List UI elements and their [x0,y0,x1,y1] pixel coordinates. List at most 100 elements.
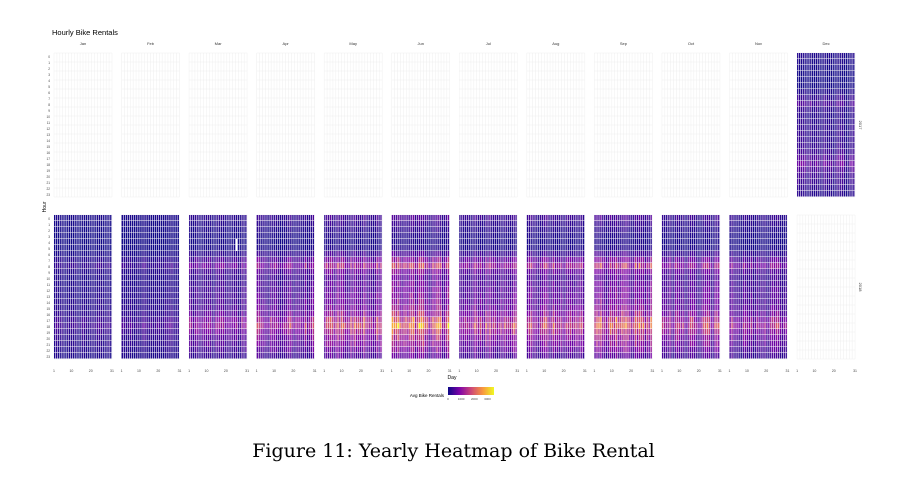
heatmap-cell [348,269,350,275]
heatmap-cell [78,233,80,239]
heatmap-cell [219,353,221,359]
heatmap-cell [239,239,241,245]
heatmap-cell [150,293,153,299]
heatmap-cell [72,317,74,323]
heatmap-cell [289,245,291,251]
heatmap-cell [162,311,165,317]
heatmap-cell [797,143,799,149]
heatmap-cell [272,299,274,305]
heatmap-cell [82,335,84,341]
heatmap-cell [136,347,138,353]
heatmap-cell [235,257,238,263]
heatmap-cell [289,323,291,329]
heatmap-cell [150,263,153,269]
heatmap-cell [108,251,110,257]
heatmap-cell [845,191,847,197]
heatmap-cell [125,293,128,299]
heatmap-cell [131,347,134,353]
heatmap-cell [150,275,153,281]
heatmap-cell [70,293,73,299]
heatmap-cell [329,311,332,317]
heatmap-cell [840,113,842,119]
heatmap-cell [310,257,313,263]
heatmap-cell [196,305,198,311]
heatmap-cell [836,59,838,65]
heatmap-cell [226,239,228,245]
heatmap-cell [224,227,226,233]
heatmap-cell [67,215,69,221]
heatmap-cell [61,251,63,257]
heatmap-cell [162,299,165,305]
heatmap-cell [798,113,801,119]
heatmap-cell [301,221,303,227]
heatmap-cell [356,251,358,257]
heatmap-cell [237,311,240,317]
heatmap-cell [104,251,106,257]
heatmap-cell [142,233,144,239]
heatmap-cell [154,329,157,335]
heatmap-cell [339,341,341,347]
heatmap-cell [68,269,71,275]
heatmap-cell [303,293,305,299]
heatmap-cell [98,263,101,269]
heatmap-cell [160,221,163,227]
heatmap-cell [339,245,341,251]
heatmap-cell [258,305,260,311]
heatmap-cell [140,269,142,275]
heatmap-cell [59,329,61,335]
heatmap-cell [335,215,337,221]
heatmap-cell [215,293,217,299]
heatmap-cell [148,281,150,287]
heatmap-cell [327,293,330,299]
heatmap-cell [65,353,67,359]
heatmap-cell [108,329,110,335]
heatmap-cell [243,323,245,329]
heatmap-cell [205,257,208,263]
heatmap-cell [106,287,108,293]
heatmap-cell [335,323,337,329]
heatmap-cell [152,347,155,353]
heatmap-cell [57,245,60,251]
heatmap-cell [813,155,816,161]
heatmap-cell [93,257,95,263]
heatmap-cell [303,251,305,257]
heatmap-cell [266,227,268,233]
heatmap-cell [189,305,191,311]
heatmap-cell [232,275,234,281]
heatmap-cell [196,275,198,281]
heatmap-cell [326,257,328,263]
heatmap-cell [845,149,847,155]
heatmap-cell [54,281,56,287]
heatmap-cell [808,161,810,167]
heatmap-cell [70,233,73,239]
heatmap-cell [241,221,243,227]
heatmap-cell [173,269,175,275]
heatmap-cell [830,191,832,197]
heatmap-cell [828,65,831,71]
heatmap-cell [230,245,232,251]
heatmap-cell [241,245,243,251]
heatmap-cell [836,173,838,179]
heatmap-cell [87,221,89,227]
heatmap-cell [845,125,847,131]
heatmap-cell [283,227,286,233]
heatmap-cell [279,287,282,293]
heatmap-cell [312,269,315,275]
heatmap-cell [136,263,138,269]
heatmap-cell [175,281,177,287]
heatmap-cell [175,317,177,323]
heatmap-cell [108,269,110,275]
heatmap-cell [222,335,225,341]
heatmap-cell [80,245,82,251]
heatmap-cell [100,221,103,227]
heatmap-cell [806,161,808,167]
heatmap-cell [798,89,801,95]
heatmap-cell [68,341,71,347]
heatmap-cell [95,239,97,245]
heatmap-cell [55,347,58,353]
heatmap-cell [342,263,345,269]
heatmap-cell [352,353,354,359]
heatmap-cell [346,269,348,275]
heatmap-cell [230,251,232,257]
heatmap-cell [851,179,853,185]
